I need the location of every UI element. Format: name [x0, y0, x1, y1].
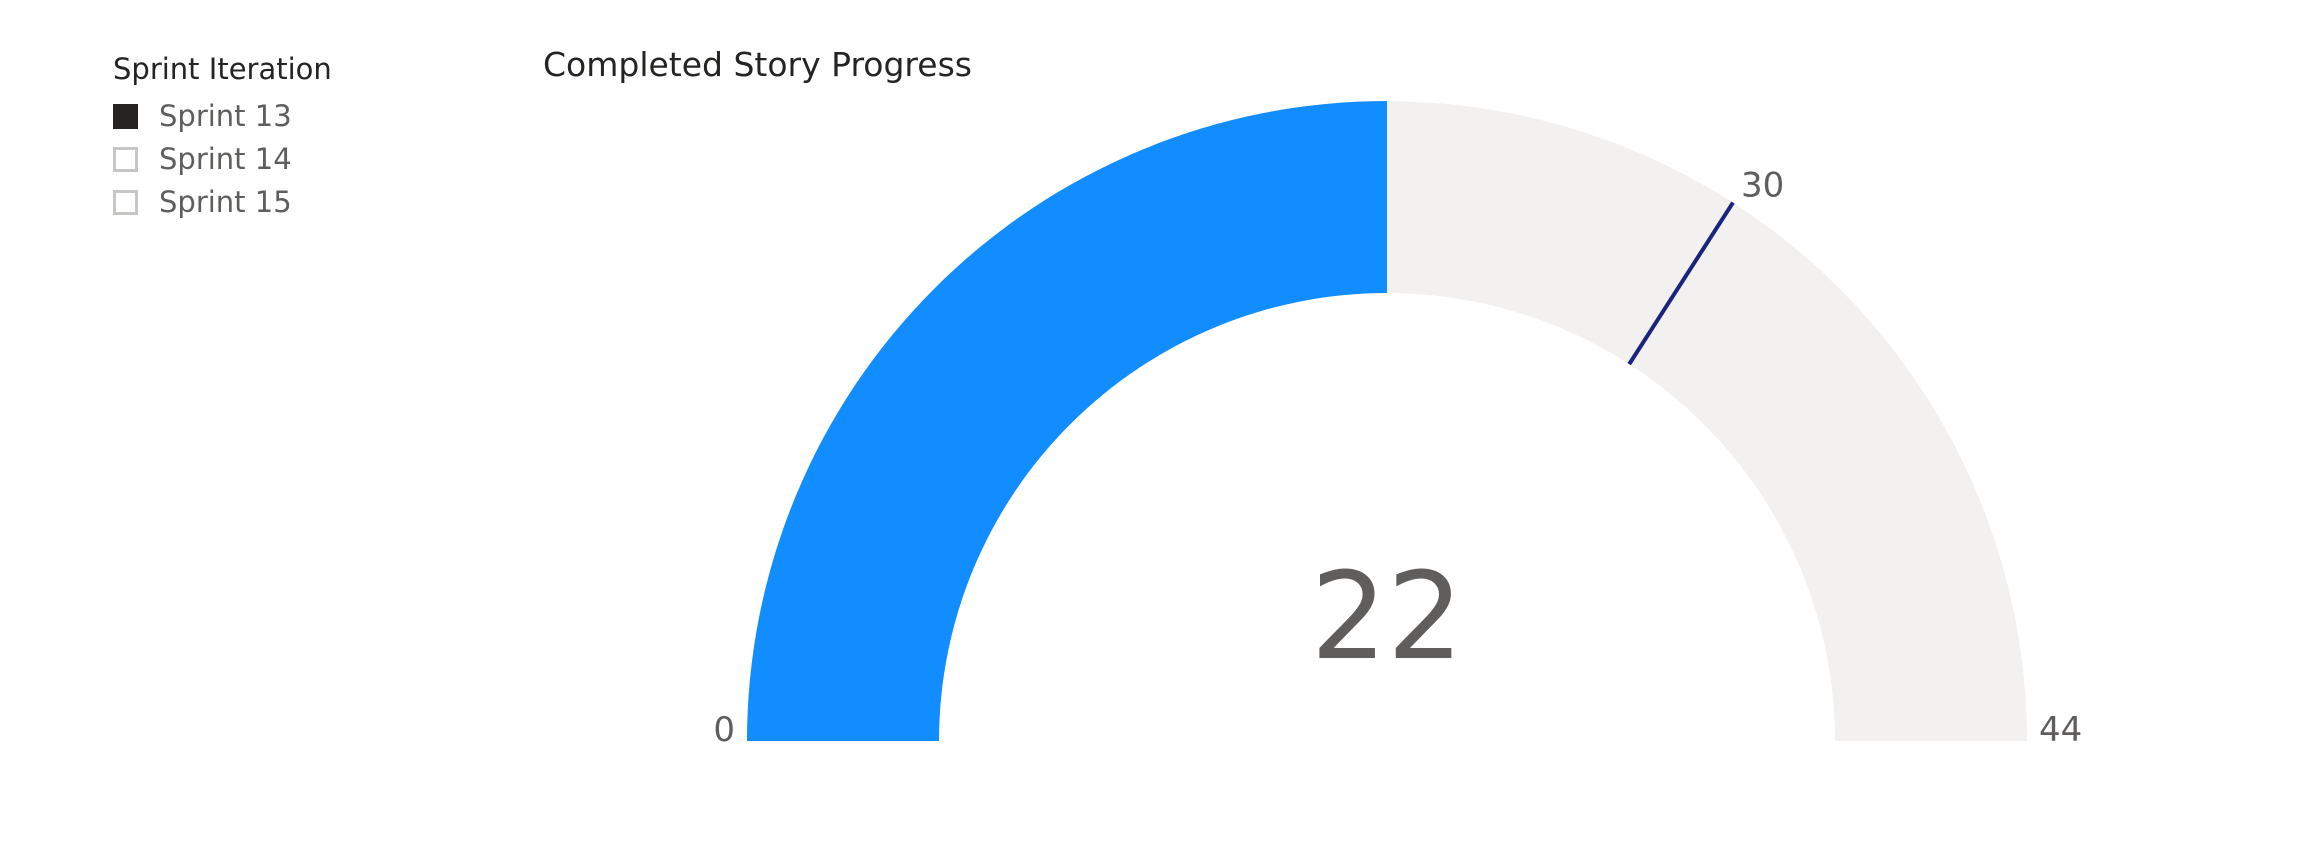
- gauge-max-label: 44: [2039, 710, 2082, 750]
- slicer-title: Sprint Iteration: [113, 52, 332, 86]
- sprint-14-checkbox[interactable]: [113, 146, 138, 172]
- gauge-min-label: 0: [713, 710, 735, 750]
- sprint-iteration-slicer: Sprint Iteration Sprint 13 Sprint 14 Spr…: [113, 52, 433, 224]
- gauge-target-marker: [1627, 201, 1735, 366]
- slicer-item-sprint-14[interactable]: Sprint 14: [113, 138, 433, 181]
- slicer-item-label: Sprint 15: [159, 184, 292, 219]
- sprint-15-checkbox[interactable]: [113, 189, 138, 215]
- gauge-title: Completed Story Progress: [543, 45, 972, 84]
- sprint-13-checkbox[interactable]: [113, 103, 138, 129]
- gauge-value-callout: 22: [1311, 548, 1464, 687]
- gauge-value-fill: [747, 101, 1387, 741]
- gauge-target-label: 30: [1741, 166, 1784, 206]
- slicer-item-sprint-15[interactable]: Sprint 15: [113, 181, 433, 224]
- slicer-item-sprint-13[interactable]: Sprint 13: [113, 95, 433, 138]
- slicer-item-label: Sprint 14: [159, 141, 292, 176]
- slicer-item-label: Sprint 13: [159, 98, 292, 133]
